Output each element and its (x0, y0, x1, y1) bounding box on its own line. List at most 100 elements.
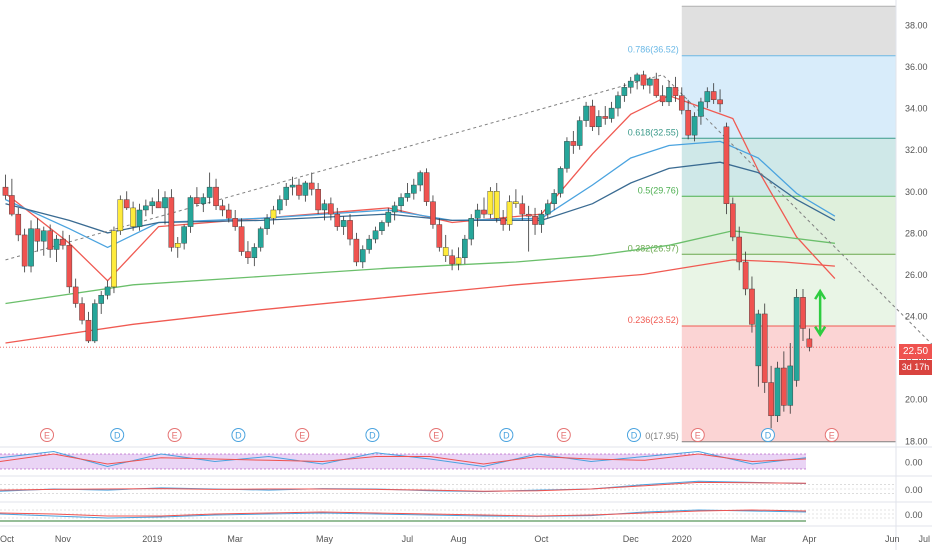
candle-75 (481, 198, 486, 219)
candle-37 (239, 218, 244, 255)
candle-body (411, 185, 416, 193)
candle-body (481, 210, 486, 214)
candle-53 (341, 216, 346, 235)
candle-56 (360, 245, 365, 268)
candle-63 (405, 183, 410, 202)
candle-73 (469, 214, 474, 245)
event-marker-earnings[interactable]: E (691, 429, 704, 442)
candle-5 (35, 218, 40, 251)
candle-body (92, 304, 97, 341)
candle-body (271, 210, 276, 218)
event-marker-earnings[interactable]: E (296, 429, 309, 442)
candle-body (807, 339, 812, 347)
price-tick-label: 32.00 (905, 145, 928, 155)
candle-98 (628, 77, 633, 94)
event-letter: E (561, 431, 567, 441)
candle-121 (775, 362, 780, 422)
time-tick-label: Aug (450, 534, 466, 544)
candle-body (316, 189, 321, 210)
candle-body (705, 91, 710, 101)
time-tick-label: May (316, 534, 334, 544)
candle-76 (488, 187, 493, 218)
candle-10 (67, 235, 72, 293)
candle-94 (603, 106, 608, 125)
price-tick-label: 24.00 (905, 312, 928, 322)
candle-body (711, 91, 716, 99)
event-marker-earnings[interactable]: E (825, 429, 838, 442)
event-marker-earnings[interactable]: E (430, 429, 443, 442)
fib-label-0.786: 0.786(36.52) (628, 45, 679, 55)
candle-body (794, 297, 799, 380)
event-letter: D (114, 431, 121, 441)
candle-71 (456, 247, 461, 270)
fib-label-0.5: 0.5(29.76) (638, 185, 679, 195)
candle-58 (373, 227, 378, 244)
event-marker-earnings[interactable]: E (557, 429, 570, 442)
candle-body (641, 75, 646, 85)
candle-body (194, 198, 199, 204)
candle-body (347, 220, 352, 239)
event-marker-earnings[interactable]: E (168, 429, 181, 442)
candle-4 (28, 220, 33, 272)
candle-body (418, 173, 423, 185)
candle-88 (564, 137, 569, 172)
candle-body (545, 204, 550, 214)
candle-body (309, 183, 314, 189)
candle-48 (309, 173, 314, 196)
price-tick-label: 38.00 (905, 20, 928, 30)
candle-body (156, 202, 161, 208)
candle-body (686, 110, 691, 135)
candle-body (16, 214, 21, 235)
candle-13 (86, 312, 91, 343)
candle-body (788, 366, 793, 406)
event-marker-dividend[interactable]: D (232, 429, 245, 442)
candle-body (233, 218, 238, 226)
candle-64 (411, 179, 416, 200)
candle-25 (162, 191, 167, 224)
candle-body (430, 202, 435, 225)
price-tick-label: 28.00 (905, 228, 928, 238)
event-marker-dividend[interactable]: D (627, 429, 640, 442)
candle-body (188, 198, 193, 227)
event-marker-dividend[interactable]: D (366, 429, 379, 442)
fib-zone-4 (682, 254, 896, 326)
candle-body (405, 193, 410, 197)
candle-72 (462, 235, 467, 264)
candle-body (539, 214, 544, 224)
candle-102 (654, 73, 659, 98)
candle-59 (379, 220, 384, 235)
candle-body (749, 289, 754, 324)
candle-body (162, 198, 167, 208)
event-letter: E (44, 431, 50, 441)
event-marker-earnings[interactable]: E (41, 429, 54, 442)
candle-body (660, 96, 665, 102)
candle-body (60, 239, 65, 245)
candle-body (86, 320, 91, 341)
event-letter: D (631, 431, 638, 441)
time-tick-label: Jun (885, 534, 900, 544)
candle-124 (794, 289, 799, 387)
candle-body (456, 258, 461, 264)
candle-body (469, 218, 474, 239)
candle-6 (41, 227, 46, 256)
candle-body (596, 116, 601, 126)
candle-body (79, 304, 84, 321)
candle-body (360, 249, 365, 261)
event-marker-dividend[interactable]: D (111, 429, 124, 442)
candle-body (437, 225, 442, 248)
event-marker-dividend[interactable]: D (761, 429, 774, 442)
candle-body (143, 206, 148, 210)
candle-body (564, 141, 569, 168)
candle-119 (762, 304, 767, 393)
price-axis[interactable]: 18.0020.0022.0024.0026.0028.0030.0032.00… (905, 20, 928, 446)
candle-23 (150, 198, 155, 215)
candle-113 (724, 123, 729, 214)
candle-body (724, 127, 729, 204)
event-marker-dividend[interactable]: D (500, 429, 513, 442)
candle-body (635, 75, 640, 81)
candle-0 (3, 175, 8, 200)
event-letter: E (299, 431, 305, 441)
